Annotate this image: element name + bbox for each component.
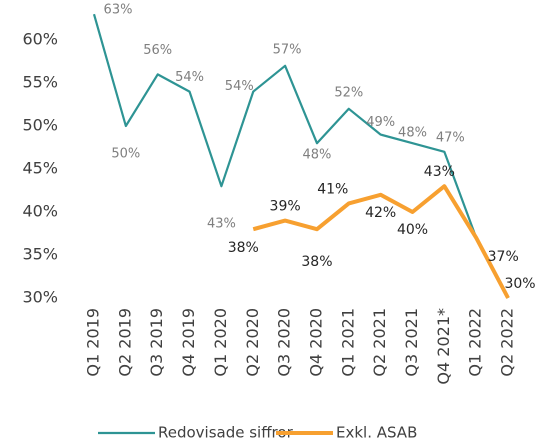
- x-tick-label: Q1 2019: [84, 308, 103, 377]
- y-tick-label: 55%: [22, 73, 58, 92]
- x-tick-label: Q3 2019: [147, 308, 166, 377]
- data-label: 54%: [225, 79, 254, 94]
- x-tick-label: Q1 2020: [211, 308, 230, 377]
- y-tick-label: 60%: [22, 30, 58, 49]
- data-label: 57%: [273, 42, 302, 57]
- data-label: 54%: [175, 70, 204, 85]
- data-label: 43%: [207, 217, 236, 232]
- legend-label: Redovisade siffror: [158, 424, 294, 442]
- data-label: 48%: [302, 148, 331, 163]
- series-line: [92, 13, 510, 299]
- x-tick-label: Q2 2022: [498, 308, 517, 377]
- y-tick-label: 40%: [22, 202, 58, 221]
- data-label: 43%: [424, 164, 455, 180]
- data-label: 41%: [317, 181, 348, 197]
- x-tick-label: Q2 2019: [115, 308, 134, 377]
- data-label: 52%: [334, 85, 363, 100]
- data-label: 42%: [365, 205, 396, 221]
- x-tick-label: Q1 2022: [466, 308, 485, 377]
- x-tick-label: Q2 2020: [243, 308, 262, 377]
- data-label: 56%: [143, 43, 172, 58]
- y-tick-label: 30%: [22, 288, 58, 307]
- y-tick-label: 50%: [22, 116, 58, 135]
- data-label: 30%: [504, 276, 535, 292]
- data-label: 39%: [270, 199, 301, 215]
- data-label: 40%: [397, 222, 428, 238]
- y-tick-label: 45%: [22, 159, 58, 178]
- data-label: 49%: [366, 115, 395, 130]
- x-tick-label: Q4 2021*: [434, 308, 453, 385]
- data-label: 50%: [111, 147, 140, 162]
- data-label: 48%: [398, 126, 427, 141]
- x-tick-label: Q1 2021: [338, 308, 357, 377]
- x-tick-label: Q4 2020: [306, 308, 325, 377]
- y-tick-label: 35%: [22, 245, 58, 264]
- x-tick-label: Q3 2020: [275, 308, 294, 377]
- data-label: 47%: [436, 130, 465, 145]
- series-line: [252, 184, 510, 299]
- x-tick-label: Q4 2019: [179, 308, 198, 377]
- legend-label: Exkl. ASAB: [336, 424, 417, 442]
- data-label: 37%: [488, 249, 519, 265]
- data-label: 63%: [104, 3, 133, 18]
- data-label: 38%: [301, 254, 332, 270]
- x-tick-label: Q3 2021: [402, 308, 421, 377]
- data-label: 38%: [228, 240, 259, 256]
- x-tick-label: Q2 2021: [370, 308, 389, 377]
